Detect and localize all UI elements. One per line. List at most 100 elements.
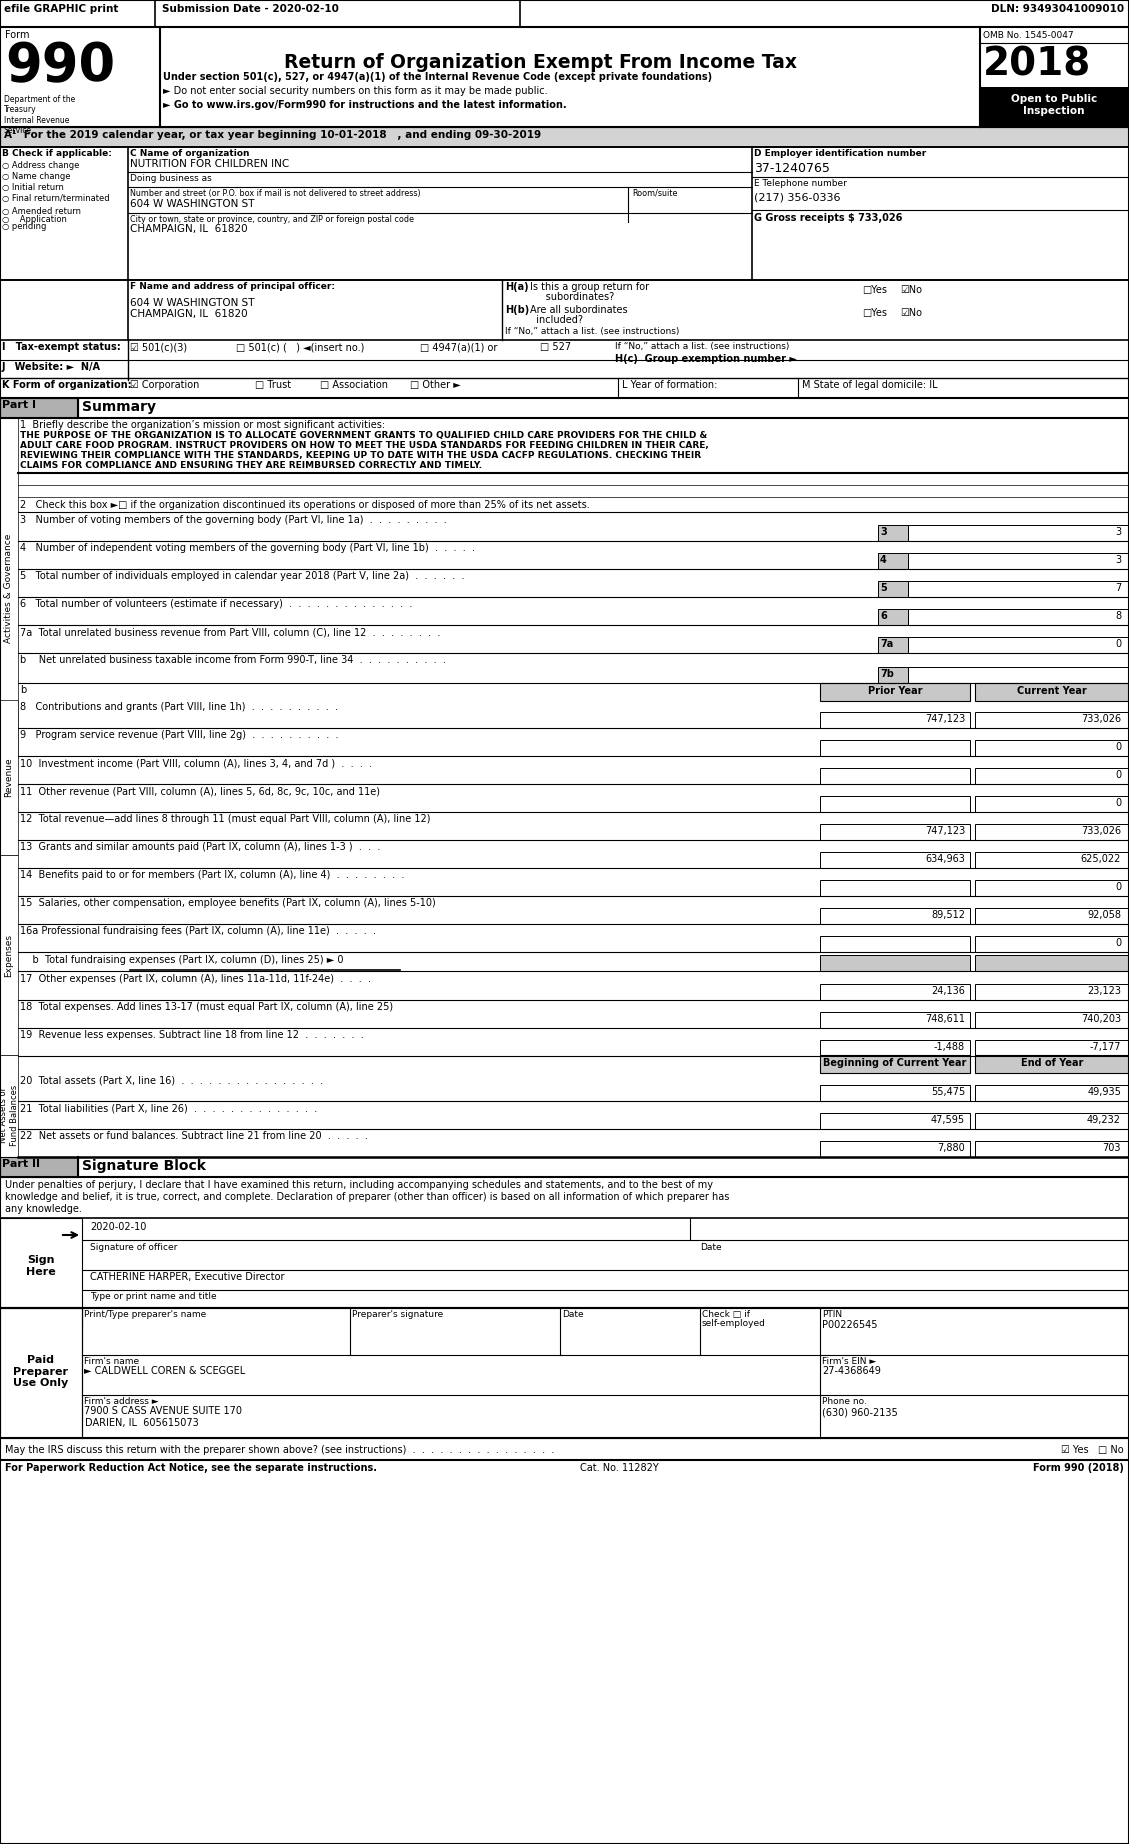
Text: 990: 990 [5, 41, 115, 92]
Text: Expenses: Expenses [5, 933, 14, 977]
Text: J   Website: ►  N/A: J Website: ► N/A [2, 361, 100, 372]
Text: 625,022: 625,022 [1080, 854, 1121, 865]
Text: □ 4947(a)(1) or: □ 4947(a)(1) or [420, 341, 498, 352]
Text: ○    Application: ○ Application [2, 216, 67, 223]
Bar [975, 1141, 1129, 1156]
Bar [820, 985, 970, 999]
Text: □ Other ►: □ Other ► [410, 380, 461, 389]
Bar [980, 28, 1129, 127]
Text: 6: 6 [879, 610, 886, 621]
Text: 11  Other revenue (Part VIII, column (A), lines 5, 6d, 8c, 9c, 10c, and 11e): 11 Other revenue (Part VIII, column (A),… [20, 786, 380, 797]
Bar [820, 712, 970, 728]
Bar [820, 739, 970, 756]
Text: Number and street (or P.O. box if mail is not delivered to street address): Number and street (or P.O. box if mail i… [130, 188, 421, 197]
Text: 20  Total assets (Part X, line 16)  .  .  .  .  .  .  .  .  .  .  .  .  .  .  . : 20 Total assets (Part X, line 16) . . . … [20, 1075, 323, 1084]
Text: -1,488: -1,488 [934, 1042, 965, 1051]
Bar [975, 1114, 1129, 1129]
Text: 37-1240765: 37-1240765 [754, 162, 830, 175]
Bar [975, 682, 1129, 701]
Bar [0, 127, 1129, 148]
Text: CHAMPAIGN, IL  61820: CHAMPAIGN, IL 61820 [130, 310, 247, 319]
Text: 747,123: 747,123 [925, 826, 965, 835]
Text: 604 W WASHINGTON ST: 604 W WASHINGTON ST [130, 299, 254, 308]
Text: 5   Total number of individuals employed in calendar year 2018 (Part V, line 2a): 5 Total number of individuals employed i… [20, 572, 464, 581]
Text: Firm's EIN ►: Firm's EIN ► [822, 1357, 876, 1366]
Text: ☑ Yes   □ No: ☑ Yes □ No [1061, 1446, 1124, 1455]
Bar [878, 609, 908, 625]
Text: Signature Block: Signature Block [82, 1160, 205, 1173]
Bar [975, 767, 1129, 784]
Text: 7,880: 7,880 [937, 1143, 965, 1152]
Text: B Check if applicable:: B Check if applicable: [2, 149, 112, 159]
Text: CHAMPAIGN, IL  61820: CHAMPAIGN, IL 61820 [130, 223, 247, 234]
Bar [0, 1055, 18, 1175]
Text: ☑ Corporation: ☑ Corporation [130, 380, 200, 389]
Text: Return of Organization Exempt From Income Tax: Return of Organization Exempt From Incom… [283, 53, 796, 72]
Text: 17  Other expenses (Part IX, column (A), lines 11a-11d, 11f-24e)  .  .  .  .: 17 Other expenses (Part IX, column (A), … [20, 974, 371, 985]
Text: 21  Total liabilities (Part X, line 26)  .  .  .  .  .  .  .  .  .  .  .  .  .  : 21 Total liabilities (Part X, line 26) .… [20, 1103, 317, 1114]
Text: ADULT CARE FOOD PROGRAM. INSTRUCT PROVIDERS ON HOW TO MEET THE USDA STANDARDS FO: ADULT CARE FOOD PROGRAM. INSTRUCT PROVID… [20, 441, 709, 450]
Text: 3: 3 [1114, 527, 1121, 537]
Bar [908, 609, 1129, 625]
Text: 733,026: 733,026 [1080, 826, 1121, 835]
Text: C Name of organization: C Name of organization [130, 149, 250, 159]
Text: 49,232: 49,232 [1087, 1116, 1121, 1125]
Bar [975, 937, 1129, 952]
Text: 604 W WASHINGTON ST: 604 W WASHINGTON ST [130, 199, 254, 208]
Text: 7b: 7b [879, 669, 894, 679]
Bar [908, 553, 1129, 570]
Text: self-employed: self-employed [702, 1318, 765, 1328]
Text: Phone no.: Phone no. [822, 1398, 867, 1405]
Text: Submission Date - 2020-02-10: Submission Date - 2020-02-10 [161, 4, 339, 15]
Text: ☑ 501(c)(3): ☑ 501(c)(3) [130, 341, 187, 352]
Text: Check □ if: Check □ if [702, 1309, 750, 1318]
Bar [0, 701, 18, 856]
Text: Part II: Part II [2, 1160, 40, 1169]
Bar [820, 955, 970, 972]
Bar [975, 1055, 1129, 1073]
Text: Current Year: Current Year [1017, 686, 1087, 695]
Text: I   Tax-exempt status:: I Tax-exempt status: [2, 341, 121, 352]
Text: May the IRS discuss this return with the preparer shown above? (see instructions: May the IRS discuss this return with the… [5, 1446, 554, 1455]
Text: 3: 3 [879, 527, 886, 537]
Bar [975, 985, 1129, 999]
Bar [820, 797, 970, 811]
Text: If “No,” attach a list. (see instructions): If “No,” attach a list. (see instruction… [615, 341, 789, 350]
Text: ► Do not enter social security numbers on this form as it may be made public.: ► Do not enter social security numbers o… [163, 87, 548, 96]
Bar [975, 907, 1129, 924]
Text: Preparer's signature: Preparer's signature [352, 1309, 444, 1318]
Text: □Yes: □Yes [863, 286, 887, 295]
Text: ☑No: ☑No [900, 286, 922, 295]
Text: REVIEWING THEIR COMPLIANCE WITH THE STANDARDS, KEEPING UP TO DATE WITH THE USDA : REVIEWING THEIR COMPLIANCE WITH THE STAN… [20, 452, 701, 459]
Text: 10  Investment income (Part VIII, column (A), lines 3, 4, and 7d )  .  .  .  .: 10 Investment income (Part VIII, column … [20, 758, 373, 767]
Text: 89,512: 89,512 [931, 909, 965, 920]
Text: M State of legal domicile: IL: M State of legal domicile: IL [802, 380, 937, 389]
Text: ○ Final return/terminated: ○ Final return/terminated [2, 194, 110, 203]
Bar [820, 682, 970, 701]
Bar [975, 852, 1129, 869]
Text: Prior Year: Prior Year [868, 686, 922, 695]
Text: 7: 7 [1114, 583, 1121, 594]
Text: 22  Net assets or fund balances. Subtract line 21 from line 20  .  .  .  .  .: 22 Net assets or fund balances. Subtract… [20, 1130, 368, 1141]
Text: 13  Grants and similar amounts paid (Part IX, column (A), lines 1-3 )  .  .  .: 13 Grants and similar amounts paid (Part… [20, 843, 380, 852]
Text: 7a  Total unrelated business revenue from Part VIII, column (C), line 12  .  .  : 7a Total unrelated business revenue from… [20, 627, 440, 636]
Text: any knowledge.: any knowledge. [5, 1204, 82, 1213]
Bar [0, 1156, 78, 1176]
Text: Room/suite: Room/suite [632, 188, 677, 197]
Bar [0, 398, 78, 419]
Text: P00226545: P00226545 [822, 1320, 877, 1330]
Bar [820, 1141, 970, 1156]
Text: ○ pending: ○ pending [2, 221, 46, 230]
Text: 703: 703 [1103, 1143, 1121, 1152]
Bar [975, 1084, 1129, 1101]
Text: (630) 960-2135: (630) 960-2135 [822, 1407, 898, 1416]
Text: F Name and address of principal officer:: F Name and address of principal officer: [130, 282, 335, 291]
Text: ○ Initial return: ○ Initial return [2, 183, 64, 192]
Bar [0, 28, 160, 127]
Bar [0, 148, 1129, 280]
Text: ☑No: ☑No [900, 308, 922, 317]
Text: Beginning of Current Year: Beginning of Current Year [823, 1058, 966, 1068]
Text: included?: included? [530, 315, 583, 325]
Text: 2018: 2018 [983, 46, 1092, 85]
Bar [820, 1055, 970, 1073]
